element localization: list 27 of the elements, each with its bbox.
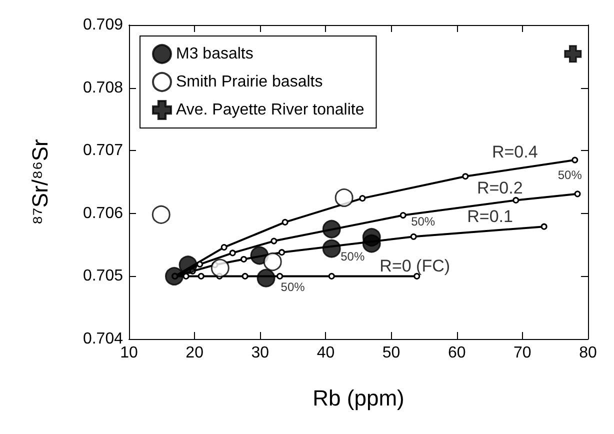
annotation: 50% [340, 250, 365, 264]
x-tick-label: 80 [579, 344, 597, 362]
y-tick-label: 0.705 [82, 268, 124, 285]
x-tick-label: 50 [382, 344, 400, 362]
annotation: R=0.4 [492, 142, 538, 162]
x-tick-label: 40 [316, 344, 335, 362]
y-tick-label: 0.708 [82, 79, 124, 96]
x-tick-label: 30 [251, 344, 270, 362]
x-tick-label: 60 [448, 344, 466, 362]
annotation: R=0.1 [467, 207, 513, 226]
x-axis-title: Rb (ppm) [312, 386, 404, 410]
x-tick-label: 10 [120, 344, 138, 362]
x-tick-label: 70 [514, 344, 532, 362]
y-tick-label: 0.706 [82, 204, 124, 222]
legend-label: Ave. Payette River tonalite [176, 102, 364, 118]
annotation: 50% [280, 280, 306, 294]
x-tick-label: 20 [186, 344, 204, 362]
y-tick-label: 0.707 [82, 142, 124, 160]
annotation: R=0 (FC) [380, 256, 450, 276]
y-tick-label: 0.709 [82, 16, 124, 34]
annotation: R=0.2 [476, 178, 523, 198]
legend-label: Smith Prairie basalts [176, 74, 323, 90]
legend-label: M3 basalts [176, 46, 254, 62]
annotation: 50% [558, 168, 582, 182]
annotation: 50% [411, 214, 436, 228]
y-tick-label: 0.704 [82, 330, 124, 348]
y-axis-title: ⁸⁷Sr/⁸⁶Sr [28, 139, 52, 225]
